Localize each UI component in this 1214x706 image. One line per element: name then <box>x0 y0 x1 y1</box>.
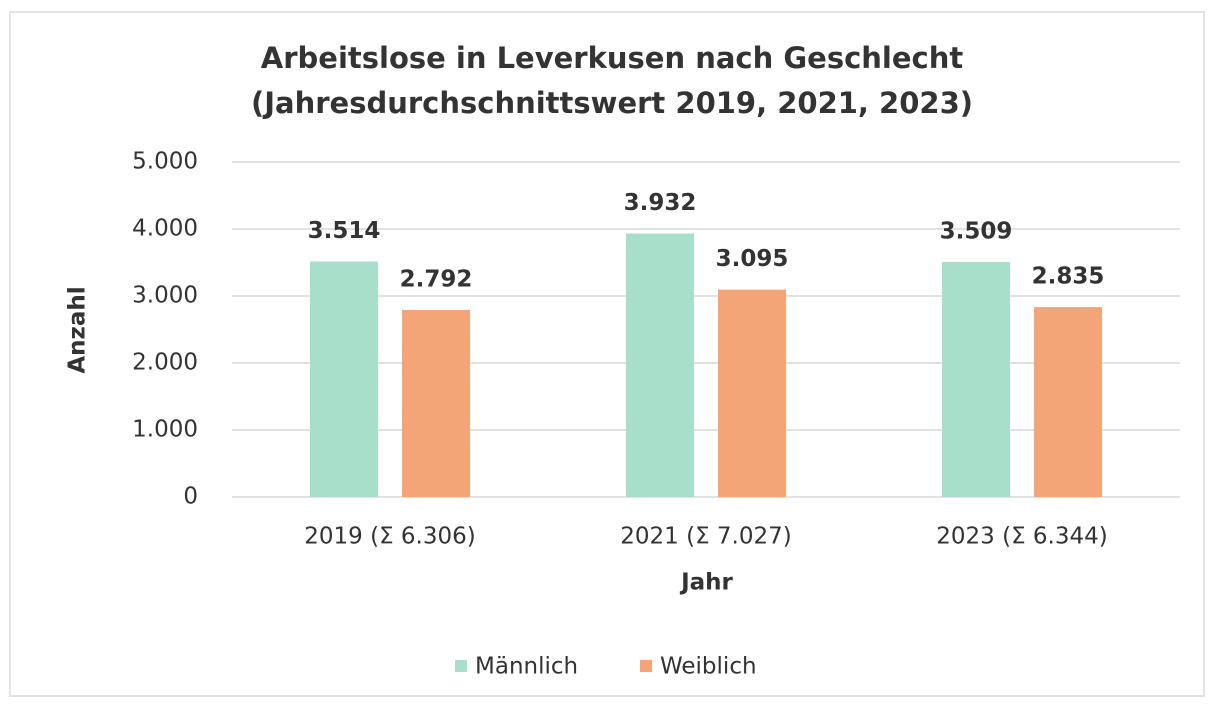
y-tick-label: 0 <box>183 484 198 510</box>
y-tick-label: 3.000 <box>132 283 198 309</box>
data-label: 3.932 <box>624 190 697 216</box>
x-tick-label: 2021 (Σ 7.027) <box>620 524 791 550</box>
chart-title: Arbeitslose in Leverkusen nach Geschlech… <box>261 41 964 75</box>
legend-label: Weiblich <box>660 654 757 680</box>
data-label: 3.514 <box>308 218 381 244</box>
data-label: 2.792 <box>400 266 473 292</box>
y-tick-label: 4.000 <box>132 216 198 242</box>
x-tick-label: 2019 (Σ 6.306) <box>304 524 475 550</box>
bar <box>310 261 378 497</box>
y-tick-label: 1.000 <box>132 417 198 443</box>
chart-title: (Jahresdurchschnittswert 2019, 2021, 202… <box>251 86 973 120</box>
y-axis-label: Anzahl <box>65 286 91 373</box>
bar <box>718 289 786 497</box>
legend-swatch <box>455 660 467 672</box>
bar <box>402 309 470 497</box>
y-tick-label: 5.000 <box>132 149 198 175</box>
bar <box>942 261 1010 497</box>
data-label: 3.095 <box>716 246 789 272</box>
data-label: 3.509 <box>940 218 1013 244</box>
x-tick-label: 2023 (Σ 6.344) <box>936 524 1107 550</box>
legend-swatch <box>640 660 652 672</box>
data-label: 2.835 <box>1032 264 1105 290</box>
bar <box>626 233 694 497</box>
bar <box>1034 307 1102 497</box>
x-axis-label: Jahr <box>679 570 733 596</box>
y-tick-label: 2.000 <box>132 350 198 376</box>
legend-label: Männlich <box>475 654 578 680</box>
